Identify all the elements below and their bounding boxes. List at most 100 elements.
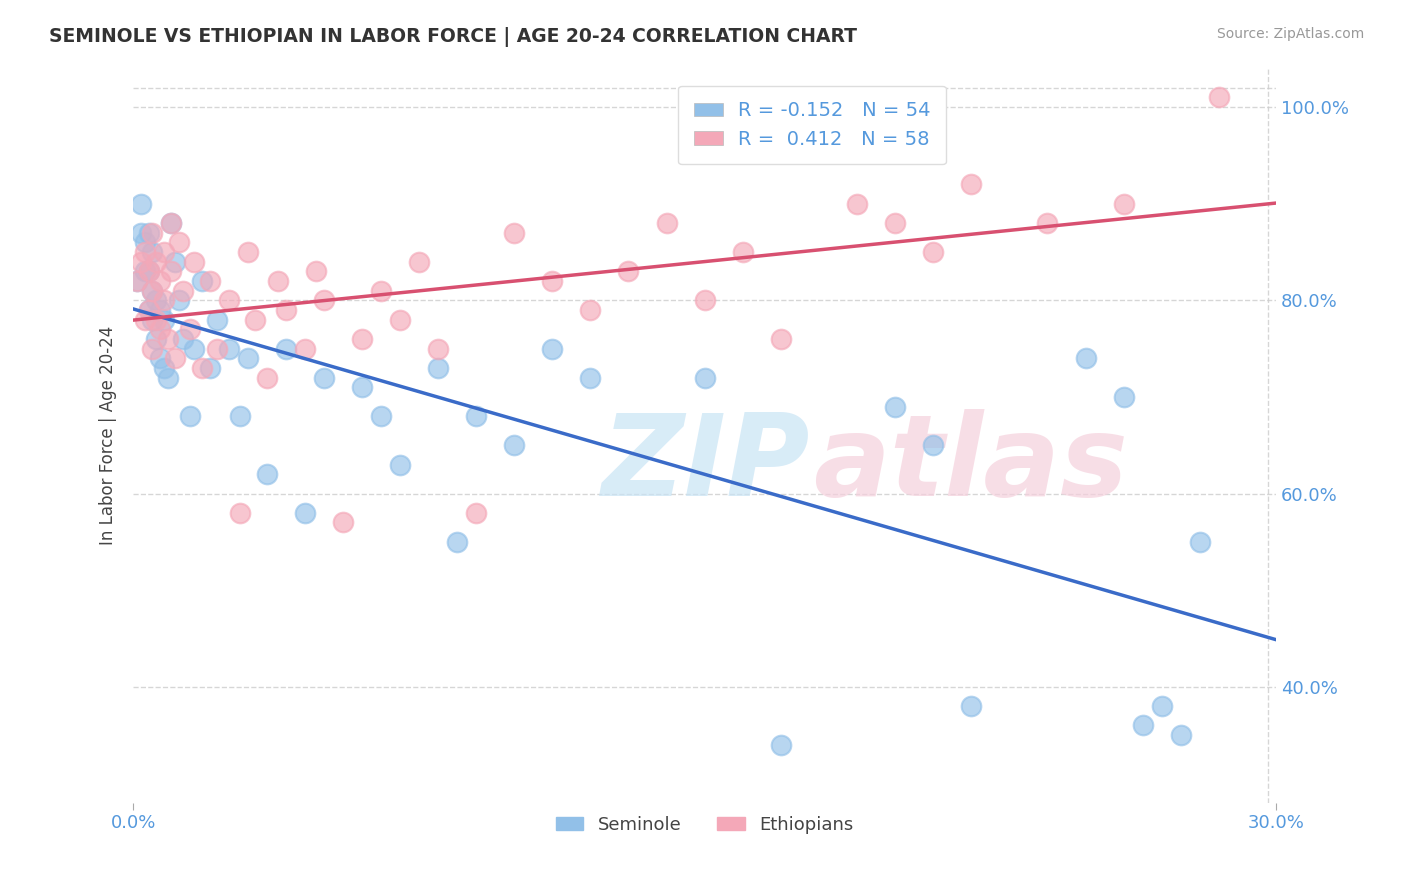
Point [134,264,156,278]
Text: Source: ZipAtlas.com: Source: ZipAtlas.com [1216,27,1364,41]
Point [1150,698,1173,713]
Point [138,226,160,240]
Point [229,506,252,520]
Point [141,226,163,240]
Point [503,438,526,452]
Point [332,516,354,530]
Point [134,235,156,250]
Point [145,293,167,308]
Point [149,351,172,366]
Point [138,303,160,318]
Point [884,400,907,414]
Point [145,312,167,326]
Point [274,303,297,318]
Point [160,264,183,278]
Point [149,303,172,318]
Point [960,698,983,713]
Point [141,284,163,298]
Point [145,254,167,268]
Point [153,312,176,326]
Point [312,370,335,384]
Point [153,245,176,260]
Point [294,506,316,520]
Point [179,409,201,424]
Point [922,245,945,260]
Point [769,332,792,346]
Point [236,351,259,366]
Point [165,254,187,268]
Point [218,293,240,308]
Point [198,360,221,375]
Point [156,332,179,346]
Point [267,274,290,288]
Point [129,254,152,268]
Point [294,342,316,356]
Point [655,216,678,230]
Point [153,293,176,308]
Point [183,254,205,268]
Point [274,342,297,356]
Point [465,409,488,424]
Point [446,534,468,549]
Point [427,342,450,356]
Point [183,342,205,356]
Point [579,370,602,384]
Point [846,196,869,211]
Point [138,264,160,278]
Point [127,274,149,288]
Point [1208,90,1230,104]
Point [167,293,190,308]
Point [1188,534,1211,549]
Point [218,342,240,356]
Point [141,245,163,260]
Point [1112,390,1135,404]
Point [960,178,983,192]
Point [541,274,564,288]
Point [884,216,907,230]
Point [503,226,526,240]
Point [127,274,149,288]
Point [312,293,335,308]
Point [145,332,167,346]
Point [579,303,602,318]
Point [256,467,278,482]
Point [172,332,194,346]
Point [1036,216,1059,230]
Point [617,264,640,278]
Point [191,360,214,375]
Text: SEMINOLE VS ETHIOPIAN IN LABOR FORCE | AGE 20-24 CORRELATION CHART: SEMINOLE VS ETHIOPIAN IN LABOR FORCE | A… [49,27,858,46]
Point [256,370,278,384]
Point [205,312,228,326]
Point [1132,718,1154,732]
Point [134,245,156,260]
Point [141,284,163,298]
Point [465,506,488,520]
Point [156,370,179,384]
Point [693,370,716,384]
Legend: R = -0.152   N = 54, R =  0.412   N = 58: R = -0.152 N = 54, R = 0.412 N = 58 [678,86,946,164]
Text: atlas: atlas [813,409,1128,520]
Point [149,274,172,288]
Point [205,342,228,356]
Point [172,284,194,298]
Point [245,312,267,326]
Point [388,458,411,472]
Point [350,380,373,394]
Point [541,342,564,356]
Point [153,360,176,375]
Point [305,264,328,278]
Point [236,245,259,260]
Point [408,254,430,268]
Point [427,360,450,375]
Point [141,342,163,356]
Point [370,409,392,424]
Point [1074,351,1097,366]
Point [134,312,156,326]
Point [138,303,160,318]
Point [191,274,214,288]
Point [370,284,392,298]
Point [731,245,754,260]
Point [229,409,252,424]
Point [1170,728,1192,742]
Point [350,332,373,346]
